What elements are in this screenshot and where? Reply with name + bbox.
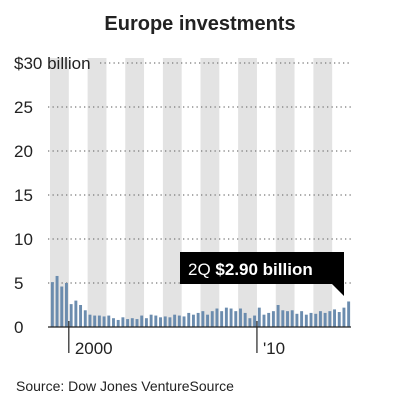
y-tick-labels: $30 billion 25 20 15 10 5 0 [14,54,91,337]
bar [112,318,115,327]
bar [206,314,210,327]
bar [69,304,73,327]
bar [309,312,313,327]
y-tick-label: 15 [14,186,33,205]
bar [239,308,242,327]
source-note: Source: Dow Jones VentureSource [16,378,234,394]
chart-title: Europe investments [104,13,295,35]
year-band [50,58,69,327]
y-tick-label: 10 [14,230,33,249]
bar [55,275,59,327]
bar [102,316,106,327]
year-band [125,58,145,327]
bar [243,312,247,327]
bar [267,312,271,327]
bar [65,283,68,327]
y-tick-label: $30 billion [14,54,91,73]
bar [342,307,346,327]
bar [50,282,54,327]
bar [149,314,153,327]
bar [154,315,158,327]
callout-label: 2Q $2.90 billion [188,260,313,279]
bar [318,311,322,327]
bar [74,300,78,327]
bar [97,315,101,327]
bar [116,319,120,327]
bar [187,312,191,327]
y-tick-label: 5 [14,274,23,293]
bar [276,305,280,327]
year-band [238,58,257,327]
bar [224,307,228,327]
bar [234,311,238,327]
bar [126,319,130,327]
bar [210,311,214,327]
bar [135,319,139,327]
bar [79,305,83,327]
bar [144,318,148,327]
year-band [162,58,182,327]
bar [262,314,266,327]
bar [191,314,195,327]
year-band [275,58,295,327]
bar [182,316,186,327]
bar [304,314,308,327]
y-tick-label: 25 [14,98,33,117]
bar [201,311,205,327]
bar [196,312,200,327]
bar [290,310,294,327]
bar [130,318,134,327]
bar [248,318,252,327]
bar [93,315,97,327]
bar [60,286,64,327]
bar [229,308,233,327]
bar [253,315,257,327]
bar [121,317,125,327]
x-tick-label: '10 [263,339,285,358]
bar [177,315,181,327]
year-bands [50,58,333,327]
bar [295,313,299,327]
x-tick-label: 2000 [75,339,113,358]
bar [107,315,111,327]
bar [300,311,304,327]
bar [271,311,275,327]
bar [314,313,318,327]
year-band [87,58,107,327]
bar [88,314,92,327]
bar [83,310,87,327]
bars [50,275,351,327]
bar [140,315,144,327]
x-tick-labels: 2000 '10 [68,321,285,358]
callout-value: $2.90 billion [215,260,312,279]
bar [163,316,167,327]
bar [168,317,172,327]
bar [159,317,162,327]
year-band [200,58,220,327]
bar [328,311,332,327]
callout-prefix: 2Q [188,260,215,279]
callout-box [180,252,344,284]
bar [257,307,261,327]
bar [286,311,289,327]
year-band [313,58,333,327]
y-tick-label: 20 [14,142,33,161]
latest-value-callout: 2Q $2.90 billion [180,252,344,296]
bar [173,314,177,327]
bar [347,301,351,327]
bar [337,312,341,327]
y-tick-label: 0 [14,318,23,337]
callout-pointer [332,284,344,296]
bar [215,308,219,327]
bar [333,309,336,327]
bar [220,311,224,327]
bar [323,312,327,327]
bar [281,310,285,327]
